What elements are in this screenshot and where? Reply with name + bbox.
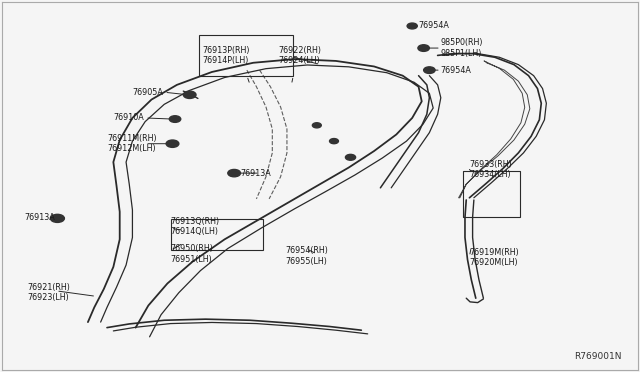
Bar (171, 219, 263, 250)
Text: 76913A: 76913A (241, 169, 271, 177)
Text: 76954A: 76954A (419, 22, 449, 31)
Text: 76950(RH)
76951(LH): 76950(RH) 76951(LH) (171, 244, 214, 264)
Text: 76911M(RH)
76912M(LH): 76911M(RH) 76912M(LH) (107, 134, 157, 153)
Circle shape (346, 154, 356, 160)
Circle shape (166, 140, 179, 147)
Text: 76913P(RH)
76914P(LH): 76913P(RH) 76914P(LH) (202, 46, 250, 65)
Circle shape (228, 170, 241, 177)
Circle shape (170, 116, 180, 122)
Text: 985P0(RH)
985P1(LH): 985P0(RH) 985P1(LH) (441, 38, 483, 58)
Circle shape (330, 138, 339, 144)
Text: 76922(RH)
76924(LH): 76922(RH) 76924(LH) (278, 46, 322, 65)
Circle shape (183, 91, 196, 99)
Bar (199, 35, 293, 76)
Text: 76933(RH)
76934(LH): 76933(RH) 76934(LH) (469, 160, 512, 179)
Text: 76919M(RH)
76920M(LH): 76919M(RH) 76920M(LH) (469, 248, 519, 267)
Text: 76913Q(RH)
76914Q(LH): 76913Q(RH) 76914Q(LH) (171, 217, 220, 236)
Text: 76910A: 76910A (113, 113, 144, 122)
Circle shape (424, 67, 435, 73)
Bar (463, 171, 520, 217)
Text: 76921(RH)
76923(LH): 76921(RH) 76923(LH) (28, 283, 70, 302)
Circle shape (312, 123, 321, 128)
Text: 76913A: 76913A (24, 213, 55, 222)
Text: 76954A: 76954A (441, 65, 472, 75)
Text: 76954(RH)
76955(LH): 76954(RH) 76955(LH) (285, 246, 328, 266)
Text: 76905A: 76905A (132, 88, 163, 97)
Circle shape (51, 214, 65, 222)
Circle shape (407, 23, 417, 29)
Circle shape (418, 45, 429, 51)
Text: R769001N: R769001N (575, 352, 622, 361)
